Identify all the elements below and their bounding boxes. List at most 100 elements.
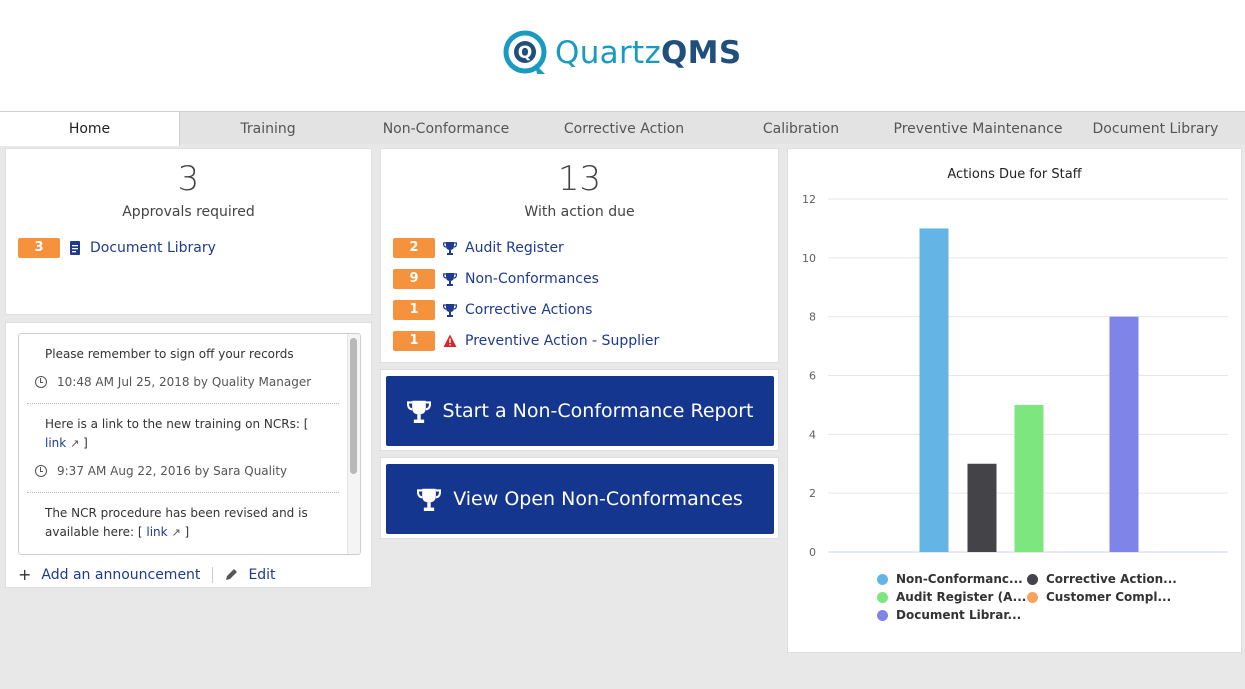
preventive-action-supplier-link[interactable]: Preventive Action - Supplier xyxy=(443,331,659,351)
actions-due-label: With action due xyxy=(524,204,635,220)
announcement-3-text: The NCR procedure has been revised and i… xyxy=(45,504,357,542)
tab-document-library[interactable]: Document Library xyxy=(1092,121,1219,137)
bar-2[interactable] xyxy=(1014,404,1044,552)
external-link-icon: ↗ xyxy=(171,526,181,539)
warning-icon xyxy=(443,334,457,347)
announcement-1-text: Please remember to sign off your records xyxy=(45,347,294,361)
tab-preventive-maintenance[interactable]: Preventive Maintenance xyxy=(893,121,1063,137)
approvals-document-library-link[interactable]: Document Library xyxy=(68,238,216,258)
chart-title: Actions Due for Staff xyxy=(947,167,1082,182)
y-tick-label: 6 xyxy=(809,370,816,383)
non-conformances-badge: 9 xyxy=(393,269,435,289)
legend-item-non-conformance[interactable]: Non-Conformanc... xyxy=(877,572,1023,586)
announcement-3-text-line2: available here: [ xyxy=(45,525,143,539)
plus-icon: + xyxy=(18,565,32,584)
legend-dot xyxy=(877,591,888,603)
announcement-divider xyxy=(27,403,339,404)
legend-label: Customer Compl... xyxy=(1046,590,1172,604)
start-ncr-button-label: Start a Non-Conformance Report xyxy=(442,400,754,422)
trophy-icon xyxy=(443,304,457,317)
approvals-document-library-badge: 3 xyxy=(18,238,60,258)
y-tick-label: 10 xyxy=(802,252,816,265)
legend-label: Non-Conformanc... xyxy=(896,572,1023,586)
view-ncr-button-label: View Open Non-Conformances xyxy=(453,488,743,510)
audit-register-link[interactable]: Audit Register xyxy=(443,238,564,258)
y-tick-label: 4 xyxy=(809,428,816,441)
announcement-divider xyxy=(27,492,339,493)
announcement-2-text: Here is a link to the new training on NC… xyxy=(45,415,357,453)
action-separator xyxy=(212,566,214,583)
legend-dot xyxy=(1027,591,1038,603)
trophy-icon xyxy=(443,242,457,255)
y-tick-label: 0 xyxy=(809,546,816,559)
announcements-scroll-track[interactable] xyxy=(347,334,360,554)
announcement-3-text-after: ] xyxy=(180,525,190,539)
legend-item-corrective-action[interactable]: Corrective Action... xyxy=(1027,572,1177,586)
tab-training[interactable]: Training xyxy=(240,121,296,137)
view-open-non-conformances-button[interactable]: View Open Non-Conformances xyxy=(386,464,774,534)
trophy-icon xyxy=(417,488,442,511)
start-ncr-card: Start a Non-Conformance Report xyxy=(380,369,779,451)
non-conformances-label: Non-Conformances xyxy=(465,271,599,287)
trophy-icon xyxy=(443,273,457,286)
approvals-count: 3 xyxy=(177,159,200,199)
svg-text:Q: Q xyxy=(518,43,532,63)
legend-item-document-library[interactable]: Document Librar... xyxy=(877,608,1021,622)
tab-home[interactable]: Home xyxy=(0,112,180,146)
tab-corrective-action[interactable]: Corrective Action xyxy=(563,121,685,137)
announcement-actions: + Add an announcement Edit xyxy=(18,565,276,584)
announcements-list[interactable]: Please remember to sign off your records… xyxy=(18,333,361,555)
y-tick-label: 8 xyxy=(809,311,816,324)
y-tick-label: 2 xyxy=(809,487,816,500)
clock-icon xyxy=(35,376,47,388)
preventive-action-supplier-label: Preventive Action - Supplier xyxy=(465,333,660,349)
actions-due-chart: 0 2 4 6 8 10 12 xyxy=(802,193,1228,559)
announcements-scrollbar[interactable] xyxy=(350,338,357,474)
preventive-action-supplier-badge: 1 xyxy=(393,331,435,351)
audit-register-badge: 2 xyxy=(393,238,435,258)
announcement-2-meta: 9:37 AM Aug 22, 2016 by Sara Quality xyxy=(35,464,287,478)
external-link-icon: ↗ xyxy=(70,437,80,450)
app-header: Q QuartzQMS xyxy=(0,0,1245,111)
announcement-1-meta-text: 10:48 AM Jul 25, 2018 by Quality Manager xyxy=(57,375,312,389)
bar-4[interactable] xyxy=(1109,316,1139,552)
view-ncr-card: View Open Non-Conformances xyxy=(380,457,779,539)
legend-dot xyxy=(877,609,888,621)
announcement-3-link[interactable]: link xyxy=(146,525,168,539)
add-announcement-link[interactable]: Add an announcement xyxy=(41,566,201,583)
quartz-q-logo-icon: Q xyxy=(503,30,547,74)
actions-due-chart-card: Actions Due for Staff 0 2 4 6 8 10 12 Non-Conf… xyxy=(787,148,1242,653)
quartzqms-logo[interactable]: Q QuartzQMS xyxy=(503,30,741,76)
bar-1[interactable] xyxy=(967,463,997,552)
main-tabs: Home Training Non-Conformance Corrective… xyxy=(0,111,1245,146)
announcement-2-text-main: Here is a link to the new training on NC… xyxy=(45,417,309,431)
legend-label: Document Librar... xyxy=(896,608,1022,622)
legend-item-customer-complaint[interactable]: Customer Compl... xyxy=(1027,590,1171,604)
legend-label: Audit Register (A... xyxy=(896,590,1027,604)
tab-calibration[interactable]: Calibration xyxy=(762,121,840,137)
corrective-actions-link[interactable]: Corrective Actions xyxy=(443,300,592,320)
legend-item-audit-register[interactable]: Audit Register (A... xyxy=(877,590,1026,604)
approvals-document-library-label: Document Library xyxy=(90,240,216,256)
legend-dot xyxy=(1027,573,1038,585)
bar-0[interactable] xyxy=(919,228,949,552)
pencil-icon xyxy=(226,569,238,580)
clock-icon xyxy=(35,465,47,477)
logo-text-qms: QMS xyxy=(661,35,742,71)
edit-announcements-link[interactable]: Edit xyxy=(248,566,276,583)
start-non-conformance-report-button[interactable]: Start a Non-Conformance Report xyxy=(386,376,774,446)
announcement-1-meta: 10:48 AM Jul 25, 2018 by Quality Manager xyxy=(35,375,311,389)
approvals-card: 3 Approvals required 3 Document Library xyxy=(5,148,372,315)
legend-dot xyxy=(877,573,888,585)
trophy-icon xyxy=(406,400,431,423)
announcement-2-text-after: ] xyxy=(79,436,88,450)
non-conformances-link[interactable]: Non-Conformances xyxy=(443,269,599,289)
approvals-label: Approvals required xyxy=(122,204,255,220)
document-icon xyxy=(70,241,80,255)
tab-non-conformance[interactable]: Non-Conformance xyxy=(382,121,510,137)
legend-label: Corrective Action... xyxy=(1046,572,1177,586)
announcement-2-link[interactable]: link xyxy=(45,436,67,450)
logo-text-quartz: Quartz xyxy=(555,35,662,71)
announcements-card: Please remember to sign off your records… xyxy=(5,322,372,588)
announcement-3-text-line1: The NCR procedure has been revised and i… xyxy=(45,506,308,520)
